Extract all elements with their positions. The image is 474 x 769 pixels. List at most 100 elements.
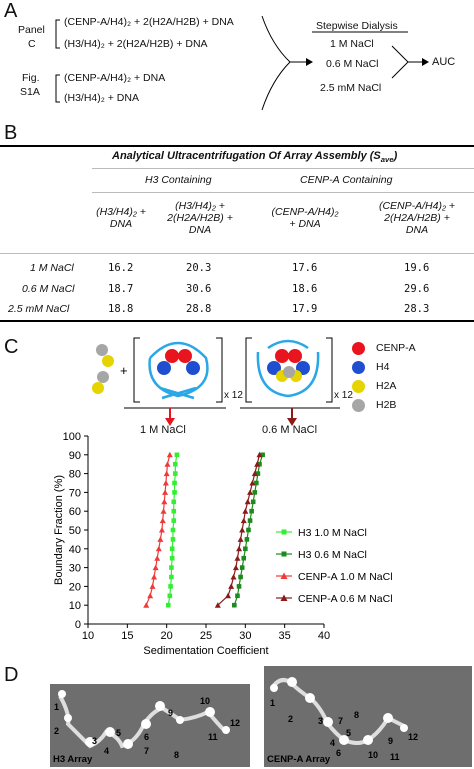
row1-v3: 17.6 — [292, 262, 318, 274]
dialysis-step2: 0.6 M NaCl — [326, 58, 379, 70]
series-line-2 — [145, 454, 171, 606]
series-1-point — [246, 527, 251, 533]
octasome-h2b-icon — [283, 366, 295, 378]
free-h2b-bottom-icon — [97, 371, 109, 383]
row1-label: 1 M NaCl — [30, 262, 74, 274]
legend-label-0: H3 1.0 M NaCl — [298, 527, 367, 539]
series-2-point — [158, 527, 165, 533]
col-header-rule — [0, 253, 474, 254]
y-tick-label: 70 — [69, 487, 81, 499]
tetrasome-cenpa-left-icon — [165, 349, 179, 363]
col3-header: (CENP-A/H4)₂ + DNA — [271, 206, 339, 230]
series-1-point — [244, 537, 250, 542]
panel-c-row2: (H3/H4)₂ + 2(H2A/H2B) + DNA — [64, 38, 208, 50]
series-2-point — [154, 555, 161, 561]
series-2-point — [147, 592, 154, 599]
x-tick-label: 25 — [200, 630, 212, 642]
row3-label: 2.5 mM NaCl — [8, 303, 70, 315]
h3-bead-2: 2 — [54, 726, 60, 736]
octasome-h4-left-icon — [267, 361, 281, 375]
cenpa-bead-11: 11 — [390, 752, 400, 762]
table-title-rule — [92, 168, 474, 169]
x-tick-label: 35 — [279, 630, 291, 642]
series-2-point — [162, 480, 169, 486]
row2-label: 0.6 M NaCl — [22, 283, 75, 295]
series-1-point — [260, 452, 265, 458]
series-2-point — [160, 508, 167, 514]
cenpa-bead-6: 6 — [336, 748, 342, 758]
dialysis-title: Stepwise Dialysis — [316, 20, 398, 32]
series-3-point — [251, 470, 258, 477]
cenpa-bead-10: 10 — [368, 750, 379, 760]
series-3-point — [244, 498, 251, 505]
legend-label-2: CENP-A 1.0 M NaCl — [298, 571, 393, 583]
row3-v4: 28.3 — [404, 303, 430, 315]
arrow-06m-icon — [287, 418, 297, 426]
cenpa-bead-2: 2 — [288, 714, 294, 724]
y-axis-label: Boundary Fraction (%) — [53, 475, 65, 585]
h3-bead-5: 5 — [116, 728, 122, 738]
fig-s1a-row2: (H3/H4)₂ + DNA — [64, 92, 139, 104]
h3-bead-6: 6 — [144, 732, 150, 742]
h3-bead-12: 12 — [230, 718, 241, 728]
series-2-point — [162, 489, 169, 495]
series-3-point — [237, 536, 244, 542]
series-2-point — [166, 451, 173, 458]
cenpa-bead-3: 3 — [318, 716, 324, 726]
cenpa-bead-8: 8 — [354, 710, 360, 720]
legend-label-1: H3 0.6 M NaCl — [298, 549, 367, 561]
cenpa-bead-7: 7 — [338, 716, 344, 726]
series-0-point — [171, 508, 177, 514]
cenpa-icon — [352, 342, 365, 355]
dialysis-step3: 2.5 mM NaCl — [320, 82, 382, 94]
legend-marker-1 — [281, 551, 287, 557]
series-0-point — [169, 565, 174, 570]
table-top-rule — [0, 145, 474, 147]
series-3-point — [242, 508, 249, 514]
table-bottom-rule — [0, 320, 474, 322]
row1-v2: 20.3 — [186, 262, 212, 274]
series-0-point — [167, 593, 173, 599]
group-header-rule — [92, 192, 474, 193]
x-tick-label: 10 — [82, 630, 94, 642]
h3-bead-11: 11 — [208, 732, 218, 742]
series-3-point — [239, 527, 246, 533]
series-2-point — [155, 545, 162, 552]
col2-header: (H3/H4)₂ +2(H2A/H2B) + DNA — [167, 200, 233, 236]
nucleosome-schematic: + — [92, 337, 340, 426]
series-0-point — [174, 452, 180, 458]
series-3-point — [225, 592, 232, 599]
h3-bead-3: 3 — [92, 736, 98, 746]
row2-v3: 18.6 — [292, 283, 318, 295]
row2-v2: 30.6 — [186, 283, 212, 295]
series-2-point — [151, 574, 158, 580]
y-tick-label: 0 — [75, 619, 81, 631]
series-3-point — [256, 451, 263, 458]
table-title: Analytical Ultracentrifugation Of Array … — [112, 150, 398, 165]
row1-v4: 19.6 — [404, 262, 430, 274]
h3-bead-8: 8 — [174, 750, 180, 760]
y-tick-label: 60 — [69, 506, 81, 518]
dialysis-result: AUC — [432, 56, 456, 68]
svg-text:+: + — [120, 363, 128, 378]
fig-s1a-label-line2: S1A — [20, 86, 40, 98]
y-tick-label: 10 — [69, 600, 81, 612]
y-tick-label: 100 — [63, 431, 81, 443]
series-3-point — [234, 555, 241, 561]
panel-c-label-line2: C — [28, 38, 36, 50]
series-2-point — [143, 602, 150, 608]
row3-v3: 17.9 — [292, 303, 318, 315]
x12-right: x 12 — [334, 390, 353, 401]
h3-bead-10: 10 — [200, 696, 211, 706]
series-1-point — [232, 602, 237, 608]
legend-marker-2 — [280, 572, 288, 579]
series-1-point — [257, 461, 262, 467]
series-3-point — [254, 461, 261, 467]
dialysis-step1: 1 M NaCl — [330, 38, 374, 50]
panel-c-row1: (CENP-A/H4)₂ + 2(H2A/H2B) + DNA — [64, 16, 234, 28]
series-2-point — [161, 498, 168, 505]
h3-bead-9: 9 — [168, 708, 174, 718]
series-0-point — [170, 537, 176, 542]
h2b-icon — [352, 399, 365, 412]
series-3-point — [249, 480, 256, 486]
